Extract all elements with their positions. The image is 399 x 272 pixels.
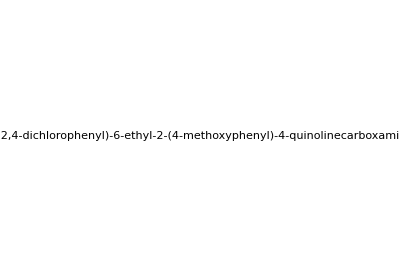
Text: N-(2,4-dichlorophenyl)-6-ethyl-2-(4-methoxyphenyl)-4-quinolinecarboxamide: N-(2,4-dichlorophenyl)-6-ethyl-2-(4-meth… (0, 131, 399, 141)
